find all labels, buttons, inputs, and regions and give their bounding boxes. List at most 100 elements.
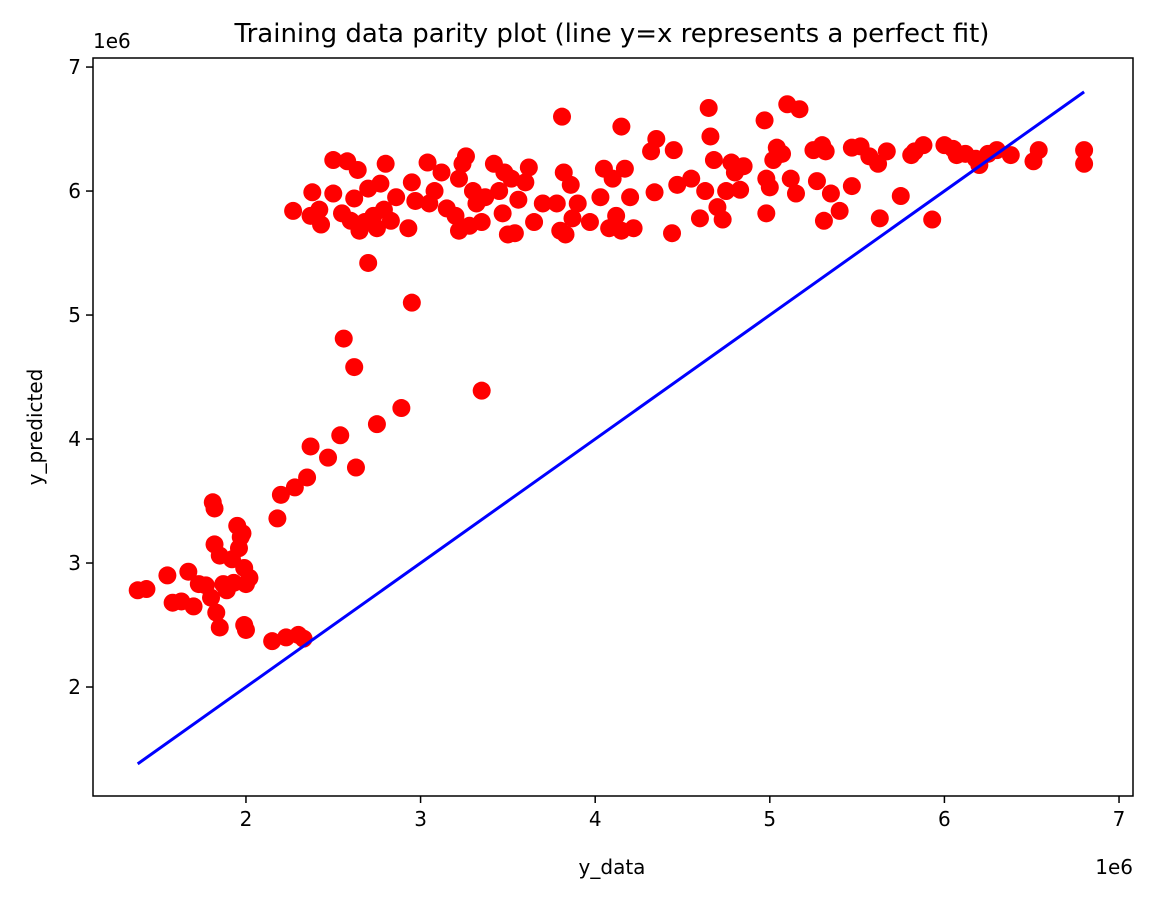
point bbox=[612, 117, 631, 136]
point bbox=[285, 478, 304, 497]
point bbox=[334, 329, 353, 348]
point bbox=[233, 524, 252, 543]
point bbox=[348, 160, 367, 179]
point bbox=[615, 159, 634, 178]
point bbox=[345, 358, 364, 377]
point bbox=[607, 206, 626, 225]
point bbox=[1075, 154, 1094, 173]
point bbox=[533, 194, 552, 213]
axes-frame bbox=[92, 57, 1134, 797]
point bbox=[690, 209, 709, 228]
point bbox=[324, 184, 343, 203]
point bbox=[402, 293, 421, 312]
point bbox=[1029, 141, 1048, 160]
point bbox=[301, 437, 320, 456]
point bbox=[367, 219, 386, 238]
point bbox=[331, 426, 350, 445]
point bbox=[814, 211, 833, 230]
y-offset: 1e6 bbox=[93, 29, 131, 53]
point bbox=[210, 618, 229, 637]
point bbox=[505, 224, 524, 243]
point bbox=[1075, 141, 1094, 160]
point bbox=[472, 381, 491, 400]
point bbox=[303, 183, 322, 202]
point bbox=[1001, 146, 1020, 165]
x-tick-label: 2 bbox=[240, 807, 253, 831]
point bbox=[870, 209, 889, 228]
point bbox=[556, 225, 575, 244]
point bbox=[446, 206, 465, 225]
point bbox=[877, 142, 896, 161]
point bbox=[456, 147, 475, 166]
point bbox=[179, 562, 198, 581]
point bbox=[568, 194, 587, 213]
x-tick-label: 7 bbox=[1113, 807, 1126, 831]
point bbox=[717, 182, 736, 201]
point bbox=[561, 175, 580, 194]
point bbox=[713, 210, 732, 229]
point bbox=[472, 213, 491, 232]
point bbox=[367, 415, 386, 434]
point bbox=[268, 509, 287, 528]
point bbox=[923, 210, 942, 229]
x-tick-label: 3 bbox=[414, 807, 427, 831]
point bbox=[664, 141, 683, 160]
point bbox=[184, 597, 203, 616]
y-tick-label: 5 bbox=[68, 303, 81, 327]
point bbox=[236, 620, 255, 639]
point bbox=[425, 182, 444, 201]
point bbox=[519, 158, 538, 177]
point bbox=[319, 448, 338, 467]
point bbox=[807, 172, 826, 191]
chart-title: Training data parity plot (line y=x repr… bbox=[234, 19, 990, 49]
point bbox=[790, 100, 809, 119]
point bbox=[324, 151, 343, 170]
point bbox=[773, 144, 792, 163]
point bbox=[591, 188, 610, 207]
point bbox=[310, 200, 329, 219]
point bbox=[821, 184, 840, 203]
x-axis-label: y_data bbox=[579, 855, 646, 879]
point bbox=[663, 224, 682, 243]
point bbox=[781, 169, 800, 188]
point bbox=[760, 178, 779, 197]
point bbox=[668, 175, 687, 194]
point bbox=[553, 107, 572, 126]
point bbox=[786, 184, 805, 203]
point bbox=[563, 209, 582, 228]
point bbox=[476, 188, 495, 207]
fit-line bbox=[136, 90, 1085, 766]
point bbox=[402, 173, 421, 192]
point bbox=[547, 194, 566, 213]
point bbox=[699, 98, 718, 117]
point bbox=[757, 204, 776, 223]
point bbox=[621, 188, 640, 207]
y-tick-label: 3 bbox=[68, 551, 81, 575]
x-tick-label: 4 bbox=[589, 807, 602, 831]
point bbox=[298, 468, 317, 487]
point bbox=[263, 632, 282, 651]
point bbox=[387, 188, 406, 207]
point bbox=[312, 215, 331, 234]
point bbox=[704, 151, 723, 170]
point bbox=[516, 173, 535, 192]
point bbox=[376, 154, 395, 173]
point bbox=[816, 142, 835, 161]
point bbox=[696, 182, 715, 201]
point bbox=[603, 169, 622, 188]
point bbox=[734, 157, 753, 176]
point bbox=[205, 499, 224, 518]
point bbox=[392, 399, 411, 418]
y-tick-label: 2 bbox=[68, 675, 81, 699]
point bbox=[490, 182, 509, 201]
point bbox=[891, 187, 910, 206]
point bbox=[240, 568, 259, 587]
point bbox=[647, 129, 666, 148]
point bbox=[914, 136, 933, 155]
point bbox=[645, 183, 664, 202]
point bbox=[371, 174, 390, 193]
point bbox=[207, 603, 226, 622]
point bbox=[432, 163, 451, 182]
point bbox=[418, 153, 437, 172]
